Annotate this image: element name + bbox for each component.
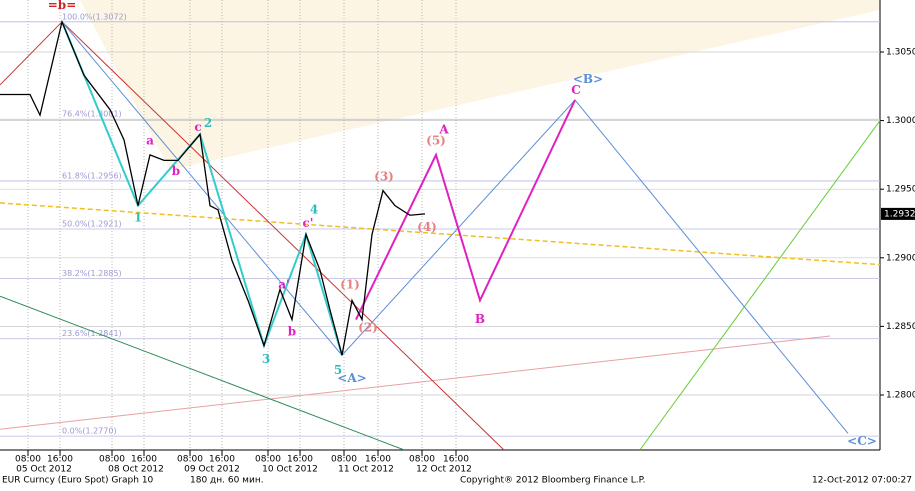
wave-line [0, 295, 405, 451]
last-price-box [881, 207, 915, 220]
fib-label: 38.2%(1.2885) [62, 269, 122, 278]
wave-label: b [288, 324, 296, 338]
wave-line [0, 335, 831, 430]
date-label: 11 Oct 2012 [338, 465, 394, 475]
wave-label: (3) [374, 169, 394, 183]
date-label: 10 Oct 2012 [262, 465, 318, 475]
y-tick-label: 1.2850 [886, 322, 915, 332]
fib-label: 100.0%(1.3072) [62, 12, 127, 21]
x-tick-label: 08:00 [15, 455, 41, 465]
x-tick-label: 16:00 [47, 455, 73, 465]
trend-line [0, 202, 881, 266]
wave-label: =b= [48, 0, 77, 12]
wave-label: b [172, 164, 180, 178]
wave-label: (1) [340, 278, 360, 292]
x-tick-label: 08:00 [409, 455, 435, 465]
wave-label: 1 [134, 211, 142, 225]
date-label: 12 Oct 2012 [416, 465, 472, 475]
chart-title: EUR Curncy (Euro Spot) Graph 10 [2, 476, 154, 486]
x-tick-label: 16:00 [287, 455, 313, 465]
date-label: 05 Oct 2012 [16, 465, 72, 475]
wave-line [355, 99, 576, 320]
x-tick-label: 08:00 [99, 455, 125, 465]
x-tick-label: 08:00 [255, 455, 281, 465]
fan-zone [80, 0, 880, 170]
wave-label: 3 [262, 352, 270, 366]
date-label: 08 Oct 2012 [108, 465, 164, 475]
wave-label: <B> [573, 72, 603, 86]
wave-label: (4) [417, 220, 437, 234]
y-tick-label: 1.3050 [886, 47, 915, 57]
wave-label: C [571, 83, 581, 97]
wave-label: 2 [204, 116, 212, 130]
wave-label: B [475, 312, 485, 326]
fib-label: 23.6%(1.2841) [62, 329, 122, 338]
copyright: Copyright® 2012 Bloomberg Finance L.P. [460, 476, 645, 486]
fib-label: 0.0%(1.2770) [62, 427, 117, 436]
wave-label: a' [278, 278, 289, 292]
wave-line [639, 120, 881, 451]
wave-label: 5 [334, 363, 342, 377]
x-tick-label: 08:00 [177, 455, 203, 465]
subtitle: 180 дн. 60 мин. [190, 476, 264, 486]
y-tick-label: 1.2950 [886, 185, 915, 195]
wave-line [61, 21, 343, 356]
y-tick-label: 1.3000 [886, 116, 915, 126]
wave-label: A [438, 123, 449, 137]
wave-label: <C> [847, 434, 877, 448]
wave-label: a [146, 134, 154, 148]
timestamp: 12-Oct-2012 07:00:27 [812, 476, 912, 486]
wave-label: (2) [358, 320, 378, 334]
x-tick-label: 16:00 [443, 455, 469, 465]
wave-label: (5) [426, 134, 446, 148]
y-tick-label: 1.2800 [886, 390, 915, 400]
wave-label: 4 [310, 202, 318, 216]
wave-label: <A> [337, 371, 366, 385]
x-tick-label: 08:00 [331, 455, 357, 465]
x-tick-label: 16:00 [365, 455, 391, 465]
x-tick-label: 16:00 [209, 455, 235, 465]
last-price-label: 1.2932 [884, 209, 915, 219]
wave-label: c [194, 120, 201, 134]
wave-label: c' [303, 216, 314, 230]
y-tick-label: 1.2900 [886, 253, 915, 263]
price-line [0, 19, 426, 356]
fib-label: 61.8%(1.2956) [62, 171, 122, 180]
x-tick-label: 16:00 [131, 455, 157, 465]
fib-label: 76.4%(1.3001) [62, 110, 122, 119]
date-label: 09 Oct 2012 [184, 465, 240, 475]
fib-label: 50.0%(1.2921) [62, 219, 122, 228]
